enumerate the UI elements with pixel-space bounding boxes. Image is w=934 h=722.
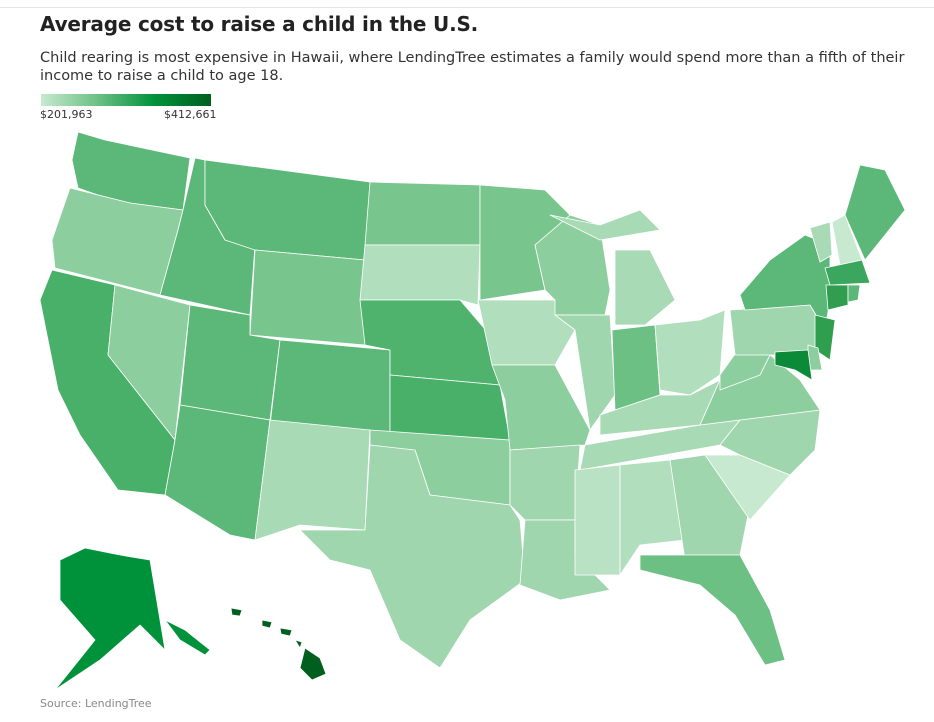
state-hi[interactable] [261,619,273,629]
state-hi[interactable] [230,607,243,617]
state-me[interactable] [844,164,906,261]
state-sd[interactable] [359,244,481,306]
state-il[interactable] [554,314,616,431]
state-ms[interactable] [574,464,621,576]
state-ak[interactable] [54,547,166,691]
state-vt[interactable] [809,221,833,263]
state-oh[interactable] [654,309,726,396]
state-nj[interactable] [814,314,836,361]
state-wy[interactable] [249,249,366,346]
state-hi[interactable] [279,627,293,637]
state-ri[interactable] [847,284,861,303]
state-mi[interactable] [549,209,661,241]
legend-gradient [41,94,211,106]
source-note: Source: LendingTree [40,697,152,710]
state-hi[interactable] [294,639,303,649]
state-ks[interactable] [389,374,511,441]
legend-max-label: $412,661 [164,108,217,121]
state-md[interactable] [774,349,813,381]
state-ak[interactable] [164,619,211,656]
top-divider [0,7,934,8]
legend-min-label: $201,963 [40,108,93,121]
chart-title: Average cost to raise a child in the U.S… [40,12,479,36]
state-nd[interactable] [364,181,481,246]
state-mi[interactable] [614,249,676,326]
state-hi[interactable] [299,647,327,681]
state-al[interactable] [619,459,686,576]
state-ar[interactable] [509,444,581,521]
state-az[interactable] [164,404,271,541]
state-fl[interactable] [639,554,786,666]
chart-subtitle: Child rearing is most expensive in Hawai… [40,50,905,84]
state-tx[interactable] [299,444,526,669]
state-nm[interactable] [254,419,371,541]
state-ma[interactable] [824,259,871,286]
state-ct[interactable] [825,284,849,311]
state-ia[interactable] [477,299,576,366]
state-ga[interactable] [669,454,751,561]
